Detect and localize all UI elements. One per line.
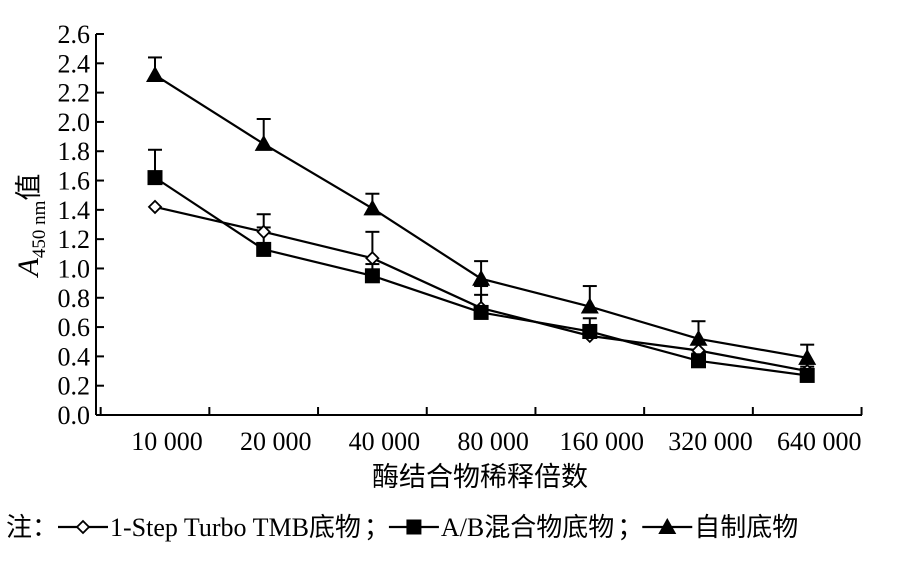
legend-prefix: 注：: [6, 513, 58, 543]
y-tick-label: 0.8: [58, 284, 91, 313]
marker-square: [406, 519, 422, 535]
y-tick-label: 0.4: [58, 342, 91, 371]
marker-triangle: [658, 518, 677, 534]
marker-triangle: [146, 66, 164, 83]
y-tick-label: 0.6: [58, 313, 91, 342]
x-axis-title: 酶结合物稀释倍数: [372, 462, 588, 493]
marker-triangle: [689, 329, 708, 346]
marker-triangle: [798, 348, 817, 365]
marker-diamond: [365, 250, 380, 266]
marker-triangle: [472, 269, 491, 286]
x-tick-label: 80 000: [457, 427, 529, 456]
x-tick-label: 40 000: [349, 427, 421, 456]
y-axis-title-suffix: 值: [14, 174, 45, 201]
marker-square: [147, 170, 163, 186]
y-tick-label: 1.8: [58, 137, 91, 166]
marker-square: [799, 367, 815, 383]
marker-square: [582, 323, 598, 339]
x-tick-label: 160 000: [560, 427, 645, 456]
y-tick-label: 1.4: [58, 196, 91, 225]
y-axis-title-subscript: 450 nm: [29, 200, 50, 258]
marker-square: [256, 241, 272, 257]
legend-label: 1-Step Turbo TMB底物: [110, 513, 361, 542]
marker-square: [473, 304, 489, 320]
y-ticks: 0.00.20.40.60.81.01.21.41.61.82.02.22.42…: [58, 20, 104, 430]
legend-separator: ；: [617, 513, 643, 543]
x-tick-label: 10 000: [131, 427, 203, 456]
y-tick-label: 1.0: [58, 254, 91, 283]
legend-label: A/B混合物底物: [441, 513, 614, 542]
marker-diamond: [75, 519, 91, 535]
y-tick-label: 1.2: [58, 225, 91, 254]
series-lines: [154, 74, 808, 377]
x-tick-label: 320 000: [668, 427, 753, 456]
y-tick-label: 0.2: [58, 372, 91, 401]
marker-diamond: [256, 224, 271, 240]
marker-triangle: [254, 134, 273, 151]
marker-triangle: [363, 199, 382, 216]
y-tick-label: 2.0: [58, 108, 91, 137]
markers: [146, 66, 817, 383]
marker-square: [691, 353, 706, 369]
x-ticks: 10 000 20 000 40 000 80 000 160 000 320 000 64…: [99, 407, 863, 456]
legend: 注： 1-Step Turbo TMB底物； A/B混合物底物；自制底物: [6, 513, 798, 543]
y-tick-label: 2.6: [58, 20, 91, 49]
x-tick-label: 20 000: [240, 427, 312, 456]
axes: [95, 34, 862, 416]
y-tick-label: 2.4: [58, 49, 91, 78]
y-tick-label: 1.6: [58, 167, 91, 196]
marker-square: [364, 268, 380, 284]
legend-separator: ；: [364, 513, 390, 543]
error-bars: [148, 56, 815, 376]
x-tick-label: 640 000: [777, 427, 862, 456]
marker-diamond: [147, 199, 163, 215]
marker-triangle: [580, 297, 599, 314]
y-axis-title: A450 nm值: [12, 174, 50, 279]
y-tick-label: 0.0: [58, 401, 91, 430]
legend-label: 自制底物: [694, 513, 798, 542]
y-tick-label: 2.2: [58, 79, 91, 108]
y-axis-title-italic: A: [12, 257, 45, 278]
